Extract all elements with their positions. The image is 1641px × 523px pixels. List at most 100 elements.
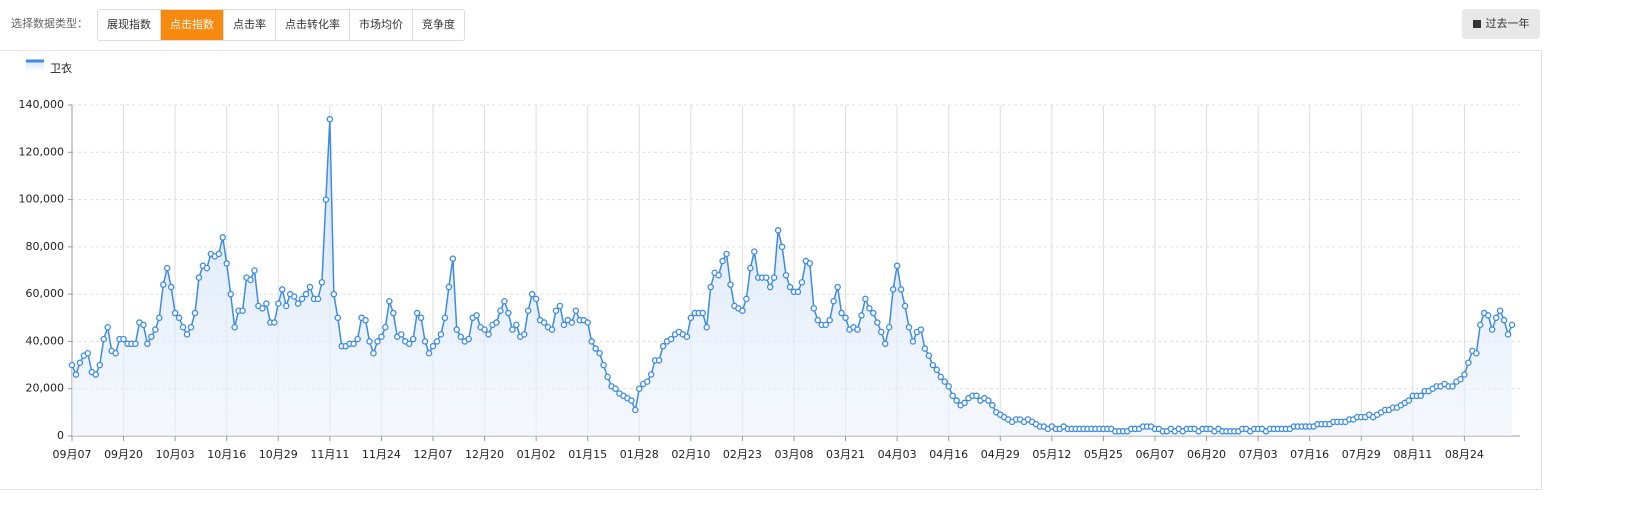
point bbox=[786, 283, 794, 291]
point bbox=[497, 307, 504, 314]
point bbox=[524, 307, 532, 314]
y-tick-label: 60,000 bbox=[26, 287, 65, 300]
point bbox=[271, 319, 278, 326]
point bbox=[568, 319, 576, 326]
point bbox=[203, 264, 211, 272]
x-tick-label: 01月15 bbox=[568, 448, 607, 461]
point bbox=[707, 283, 714, 291]
point bbox=[441, 314, 449, 322]
x-tick-label: 12月07 bbox=[413, 448, 452, 461]
x-tick-label: 09月07 bbox=[53, 448, 92, 461]
point bbox=[1508, 321, 1516, 329]
point bbox=[370, 349, 377, 357]
point bbox=[183, 331, 191, 338]
point bbox=[398, 331, 405, 338]
point bbox=[409, 335, 417, 343]
point bbox=[985, 397, 992, 404]
point bbox=[493, 319, 500, 326]
point bbox=[719, 257, 726, 265]
point bbox=[628, 397, 635, 404]
option-button[interactable]: 点击转化率 bbox=[276, 10, 350, 40]
point bbox=[687, 314, 695, 322]
point bbox=[655, 357, 663, 364]
point bbox=[390, 309, 397, 317]
point bbox=[782, 271, 790, 279]
point bbox=[513, 321, 520, 329]
x-tick-label: 09月20 bbox=[104, 448, 143, 461]
point bbox=[933, 366, 941, 374]
point bbox=[259, 305, 266, 312]
y-tick-label: 20,000 bbox=[26, 382, 65, 395]
point bbox=[1496, 307, 1504, 314]
point bbox=[604, 373, 611, 381]
point bbox=[937, 373, 945, 381]
point bbox=[1449, 383, 1456, 390]
x-tick-label: 06月20 bbox=[1187, 448, 1226, 461]
option-button[interactable]: 点击率 bbox=[224, 10, 276, 40]
point bbox=[505, 309, 512, 317]
range-button[interactable]: 过去一年 bbox=[1462, 9, 1540, 39]
point bbox=[187, 323, 195, 331]
point bbox=[120, 335, 127, 343]
point bbox=[144, 340, 151, 348]
point bbox=[239, 307, 246, 314]
y-tick-label: 120,000 bbox=[19, 145, 65, 158]
point bbox=[941, 378, 948, 385]
point bbox=[747, 264, 754, 272]
point bbox=[159, 281, 167, 288]
point bbox=[909, 338, 917, 345]
option-button[interactable]: 点击指数 bbox=[161, 10, 224, 40]
point bbox=[171, 309, 179, 317]
point bbox=[798, 279, 806, 286]
point bbox=[636, 385, 643, 392]
x-tick-label: 12月20 bbox=[465, 448, 504, 461]
point bbox=[683, 333, 691, 340]
x-tick-label: 08月24 bbox=[1445, 448, 1484, 461]
point bbox=[92, 371, 100, 378]
point bbox=[76, 359, 84, 366]
point bbox=[84, 349, 92, 357]
legend-label: 卫衣 bbox=[50, 61, 72, 75]
point bbox=[100, 335, 107, 343]
point bbox=[953, 397, 960, 404]
option-button[interactable]: 展现指数 bbox=[98, 10, 161, 40]
point bbox=[647, 371, 655, 378]
point bbox=[366, 338, 373, 345]
chart: 卫衣 0 20,000 40,000 60,000 80,000 100,000 120,00… bbox=[19, 59, 1520, 461]
point bbox=[437, 331, 445, 338]
point bbox=[893, 262, 901, 270]
point bbox=[298, 295, 306, 303]
point bbox=[362, 316, 369, 324]
point bbox=[179, 323, 187, 331]
point bbox=[290, 293, 298, 300]
point bbox=[612, 385, 619, 392]
point bbox=[314, 295, 322, 303]
point bbox=[901, 302, 909, 310]
toolbar-label: 选择数据类型： bbox=[11, 17, 88, 30]
point bbox=[449, 255, 457, 262]
point bbox=[556, 302, 564, 310]
point bbox=[794, 288, 802, 296]
calendar-icon bbox=[1472, 20, 1481, 28]
point bbox=[219, 234, 226, 241]
point bbox=[72, 371, 80, 378]
x-tick-label: 07月03 bbox=[1239, 448, 1278, 461]
x-tick-label: 07月29 bbox=[1342, 448, 1381, 461]
point bbox=[739, 307, 746, 314]
point bbox=[417, 314, 425, 322]
x-tick-label: 04月29 bbox=[981, 448, 1020, 461]
point bbox=[858, 312, 865, 319]
x-tick-label: 06月07 bbox=[1135, 448, 1174, 461]
y-tick-label: 0 bbox=[57, 429, 64, 442]
point bbox=[302, 290, 310, 298]
frame bbox=[0, 489, 1542, 490]
point bbox=[354, 335, 361, 343]
point bbox=[1405, 397, 1413, 404]
option-button[interactable]: 市场均价 bbox=[350, 10, 413, 40]
point bbox=[425, 349, 433, 357]
toolbar: 选择数据类型： 展现指数 点击指数 点击率 点击转化率 市场均价 竞争度 过去一年 bbox=[0, 0, 1541, 51]
point bbox=[929, 361, 937, 369]
option-button[interactable]: 竞争度 bbox=[413, 10, 464, 40]
point bbox=[278, 286, 286, 293]
